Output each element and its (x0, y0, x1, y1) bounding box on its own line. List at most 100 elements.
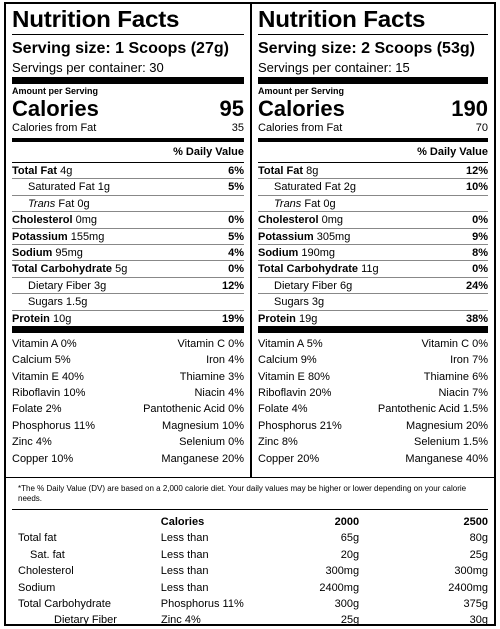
nutrient-row-potassium: Potassium 305mg 9% (258, 227, 488, 244)
vitamin-left: Zinc 8% (258, 436, 298, 449)
reference-table-row: Cholesterol Less than 300mg 300mg (18, 565, 488, 578)
nutrient-dv: 5% (228, 230, 244, 243)
daily-value-reference-table: Calories 2000 2500 Total fat Less than 65g… (12, 509, 488, 629)
nutrient-amount: 0g (77, 197, 90, 210)
calories-label: Calories (12, 96, 99, 121)
thick-divider (12, 325, 244, 333)
nutrient-dv: 19% (221, 312, 244, 325)
vitamin-right: Iron 4% (206, 354, 244, 367)
nutrient-name: Dietary Fiber (274, 279, 337, 292)
nutrient-amount: 0mg (321, 214, 343, 227)
nutrient-name: Protein (258, 312, 296, 325)
nutrient-amount: 0mg (75, 214, 97, 227)
vitamin-row: Vitamin E 40% Thiamine 3% (12, 369, 244, 385)
medium-divider (258, 138, 488, 142)
nutrient-dv: 4% (228, 246, 244, 259)
calories-row: Calories 190 (258, 96, 488, 121)
nutrient-amount: 4g (60, 165, 73, 177)
nutrient-row-protein: Protein 19g 38% (258, 309, 488, 326)
nutrient-name: Sodium (258, 246, 299, 259)
vitamin-row: Calcium 9% Iron 7% (258, 352, 488, 368)
vitamin-left: Riboflavin 20% (258, 387, 332, 400)
vitamin-grid: Vitamin A 5% Vitamin C 0% Calcium 9% Iron … (258, 333, 488, 467)
daily-value-footnote: *The % Daily Value (DV) are based on a 2… (6, 477, 494, 509)
nutrient-name: Sugars (274, 296, 309, 309)
vitamin-right: Selenium 1.5% (414, 436, 488, 449)
nutrient-name: Cholesterol (12, 214, 73, 227)
nutrient-dv: 6% (228, 165, 244, 177)
nutrient-row-sugars: Sugars 1.5g (12, 293, 244, 309)
nutrient-name: Total Fat (258, 165, 304, 177)
vitamin-left: Riboflavin 10% (12, 387, 86, 400)
nutrient-row-total-carbohydrate: Total Carbohydrate 5g 0% (12, 260, 244, 276)
nutrient-name: Cholesterol (258, 214, 319, 227)
calories-from-fat-value: 70 (475, 122, 488, 134)
nutrient-amount: 19g (298, 312, 318, 325)
vitamin-right: Manganese 40% (405, 452, 488, 465)
vitamin-right: Niacin 7% (438, 387, 488, 400)
serving-size: Serving size: 1 Scoops (27g) (12, 40, 229, 57)
vitamin-right: Niacin 4% (194, 387, 244, 400)
nutrient-dv: 9% (472, 230, 488, 243)
nutrient-name: Sugars (28, 296, 63, 309)
nutrient-name: Total Carbohydrate (258, 263, 359, 276)
serving-info: Serving size: 2 Scoops (53g) Servings pe… (258, 34, 488, 77)
serving-info: Serving size: 1 Scoops (27g) Servings pe… (12, 34, 244, 77)
nutrient-row-sugars: Sugars 3g (258, 293, 488, 309)
vitamin-row: Phosphorus 11% Magnesium 10% (12, 418, 244, 434)
nutrient-amount: 305mg (316, 230, 351, 243)
nutrient-dv: 0% (472, 214, 488, 227)
thick-divider (258, 77, 488, 84)
nutrient-dv: 12% (465, 165, 488, 177)
calories-from-fat-row: Calories from Fat 35 (12, 120, 244, 138)
reference-table-row: Sodium Less than 2400mg 2400mg (18, 581, 488, 594)
vitamin-right: Pantothenic Acid 1.5% (377, 403, 488, 416)
nutrient-amount: 5g (115, 263, 128, 276)
nutrient-dv: 8% (472, 246, 488, 259)
nutrient-name-suffix: Fat (304, 197, 321, 210)
servings-per-container: Servings per container: 15 (258, 60, 410, 75)
panel-title: Nutrition Facts (258, 6, 426, 32)
nutrient-amount: 190mg (301, 246, 336, 259)
calories-label: Calories (258, 96, 345, 121)
vitamin-row: Vitamin A 0% Vitamin C 0% (12, 336, 244, 352)
nutrient-name: Sodium (12, 246, 53, 259)
vitamin-right: Thiamine 3% (179, 370, 244, 383)
calories-value: 190 (451, 96, 488, 121)
reference-table-header: Calories 2000 2500 (160, 516, 488, 528)
calories-from-fat-label: Calories from Fat (12, 122, 97, 134)
vitamin-left: Vitamin E 40% (12, 370, 84, 383)
vitamin-right: Selenium 0% (179, 436, 244, 449)
reference-table-row: Total Carbohydrate Phosphorus 11% 300g 375g (18, 597, 488, 610)
calories-row: Calories 95 (12, 96, 244, 121)
amount-per-serving: Amount per Serving (258, 86, 345, 96)
reference-table-row: Sat. fat Less than 20g 25g (30, 548, 488, 561)
nutrient-row-sodium: Sodium 190mg 8% (258, 243, 488, 260)
vitamin-row: Copper 20% Manganese 40% (258, 451, 488, 467)
panels-container: Nutrition Facts Serving size: 1 Scoops (… (6, 4, 494, 477)
nutrient-row-cholesterol: Cholesterol 0mg 0% (258, 211, 488, 227)
servings-per-container: Servings per container: 30 (12, 60, 164, 75)
nutrient-name: Potassium (12, 230, 68, 243)
vitamin-right: Iron 7% (450, 354, 488, 367)
reference-table-row: Total fat Less than 65g 80g (18, 532, 488, 545)
vitamin-right: Manganese 20% (161, 452, 244, 465)
vitamin-left: Phosphorus 21% (258, 419, 342, 432)
vitamin-row: Zinc 4% Selenium 0% (12, 434, 244, 450)
nutrient-dv: 0% (228, 214, 244, 227)
medium-divider (12, 138, 244, 142)
nutrient-amount: 3g (311, 296, 325, 309)
vitamin-row: Riboflavin 20% Niacin 7% (258, 385, 488, 401)
daily-value-header: % Daily Value (173, 146, 244, 158)
vitamin-right: Vitamin C 0% (177, 337, 244, 350)
nutrient-row-saturated-fat: Saturated Fat 2g 10% (258, 178, 488, 194)
vitamin-left: Calcium 5% (12, 354, 71, 367)
vitamin-left: Copper 20% (258, 452, 320, 465)
vitamin-row: Folate 4% Pantothenic Acid 1.5% (258, 401, 488, 417)
calories-from-fat-label: Calories from Fat (258, 122, 343, 134)
nutrient-name: Protein (12, 312, 50, 325)
calories-value: 95 (219, 96, 244, 121)
nutrient-amount: 155mg (70, 230, 105, 243)
vitamin-left: Folate 4% (258, 403, 308, 416)
nutrient-row-trans-fat: Trans Fat 0g (12, 194, 244, 211)
